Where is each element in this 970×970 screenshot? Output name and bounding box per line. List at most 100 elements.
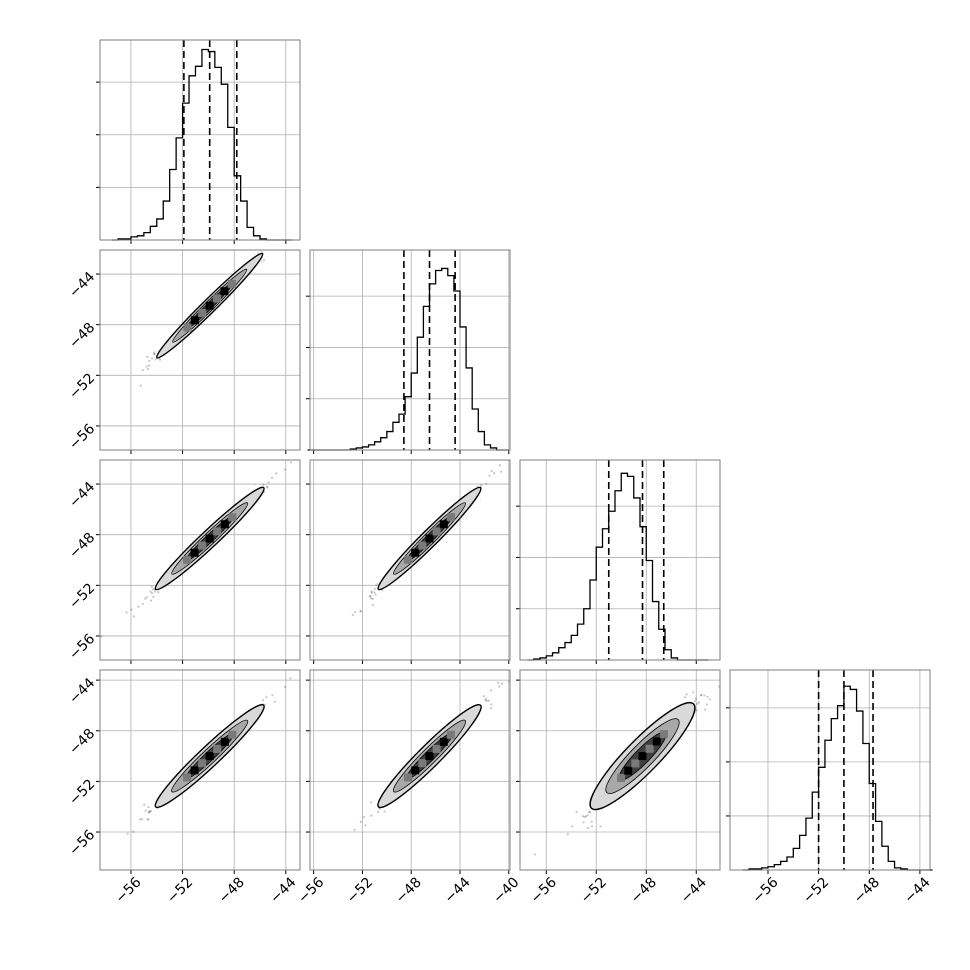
scatter-point: [641, 783, 644, 786]
hist-panel-2: [516, 460, 720, 664]
pair-frame-3-1: [309, 669, 511, 871]
scatter-point: [485, 699, 488, 702]
density-cell: [418, 541, 427, 550]
pair-inner: [126, 677, 292, 835]
scatter-point: [571, 825, 574, 828]
density-cell: [220, 520, 229, 529]
x-tick-label: −40: [490, 874, 522, 906]
pair-inner: [351, 464, 503, 617]
scatter-point: [188, 313, 191, 316]
pair-inner: [100, 452, 302, 638]
y-tick-label: −52: [66, 580, 98, 612]
scatter-point: [283, 468, 287, 471]
density-cell: [182, 555, 191, 564]
hist-frame-2: [519, 459, 721, 661]
x-tick-label: −44: [442, 874, 474, 906]
scatter-point: [369, 595, 372, 598]
x-tick-label: −56: [112, 874, 144, 906]
scatter-point: [153, 353, 156, 356]
scatter-point: [125, 611, 128, 614]
density-cell: [432, 527, 441, 536]
scatter-point: [253, 253, 256, 256]
scatter-point: [126, 832, 129, 835]
scatter-point: [370, 590, 373, 593]
density-cell: [198, 308, 207, 317]
scatter-point: [484, 699, 487, 702]
density-cell: [439, 520, 448, 529]
density-cell: [205, 301, 214, 310]
hist-step-line: [111, 48, 293, 241]
scatter-point: [375, 583, 378, 586]
scatter-point: [692, 691, 695, 694]
scatter-point: [364, 824, 367, 827]
scatter-point: [459, 519, 462, 522]
scatter-point: [153, 352, 156, 355]
scatter-point: [485, 482, 488, 485]
y-tick-label: −44: [66, 675, 98, 707]
hist-step-line: [307, 267, 509, 451]
scatter-point: [694, 697, 697, 700]
scatter-point: [259, 260, 262, 263]
pair-frame-1-0: [99, 249, 301, 451]
scatter-point: [583, 815, 586, 818]
density-cell: [205, 534, 214, 543]
x-tick-label: −44: [901, 874, 933, 906]
scatter-point: [270, 476, 274, 479]
scatter-point: [132, 830, 135, 833]
scatter-point: [265, 696, 268, 699]
density-cell: [446, 513, 455, 522]
scatter-point: [144, 809, 147, 812]
scatter-point: [300, 452, 302, 454]
hist-frame-0: [99, 39, 301, 241]
scatter-point: [374, 593, 377, 596]
scatter-point: [262, 259, 266, 262]
pair-panel-2-0: −56 −52 −48 −44: [66, 452, 302, 664]
scatter-point: [369, 594, 372, 598]
hist-panel-0: [96, 40, 300, 244]
scatter-point: [147, 818, 150, 822]
scatter-point: [353, 828, 356, 831]
scatter-point: [377, 810, 380, 813]
pair-panel-3-2: −56 −52 −48 −44: [516, 670, 726, 907]
scatter-point: [260, 260, 263, 263]
scatter-point: [146, 367, 149, 371]
scatter-point: [209, 317, 212, 320]
hist-step-line: [742, 685, 933, 871]
y-tick-label: −44: [66, 269, 98, 301]
density-cell: [227, 279, 236, 288]
scatter-point: [296, 219, 298, 221]
x-tick-label: −48: [216, 874, 248, 906]
y-tick-label: −56: [66, 421, 98, 453]
density-cell: [220, 737, 229, 746]
density-cell: [404, 773, 413, 782]
scatter-point: [143, 803, 146, 806]
scatter-point: [173, 586, 176, 589]
scatter-point: [362, 816, 366, 819]
scatter-point: [582, 821, 585, 824]
x-tick-label: −52: [344, 874, 376, 906]
scatter-point: [244, 709, 247, 712]
scatter-point: [149, 809, 152, 813]
density-cell: [411, 548, 420, 557]
density-cell: [425, 534, 434, 543]
scatter-point: [683, 696, 687, 699]
scatter-point: [500, 470, 503, 473]
scatter-point: [398, 768, 401, 771]
hist-step-line: [527, 472, 709, 661]
scatter-point: [587, 811, 591, 814]
x-tick-label: −48: [393, 874, 425, 906]
scatter-point: [479, 498, 482, 501]
scatter-point: [132, 615, 136, 618]
scatter-point: [370, 591, 374, 594]
scatter-point: [359, 820, 362, 823]
y-tick-label: −48: [66, 726, 98, 758]
pair-inner: [139, 219, 298, 387]
density-cell: [652, 737, 661, 746]
scatter-point: [724, 673, 726, 675]
scatter-point: [405, 760, 408, 763]
scatter-point: [489, 689, 493, 692]
scatter-point: [703, 694, 706, 697]
x-tick-label: −48: [628, 874, 660, 906]
scatter-point: [159, 358, 162, 361]
